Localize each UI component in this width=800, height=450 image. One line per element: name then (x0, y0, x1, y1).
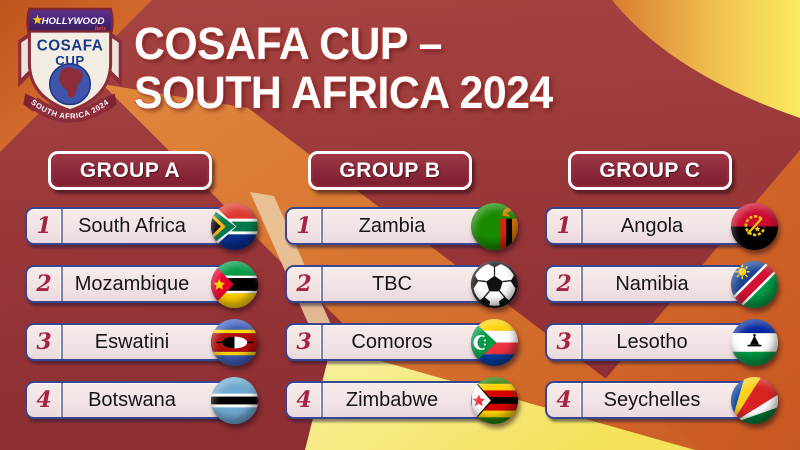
sponsor-suffix: bets (95, 26, 106, 32)
africa-map-icon (58, 66, 84, 99)
page-title: COSAFA CUP – SOUTH AFRICA 2024 (134, 19, 553, 117)
team-row-lesotho: 3 Lesotho (545, 319, 778, 366)
team-row-eswatini: 3 Eswatini (25, 319, 258, 366)
team-row-comoros: 3 Comoros (285, 319, 518, 366)
title-line-2: SOUTH AFRICA 2024 (134, 67, 553, 118)
team-position: 1 (547, 209, 583, 243)
team-row-namibia: 2 Namibia (545, 261, 778, 308)
team-row-south-africa: 1 South Africa (25, 203, 258, 250)
team-name: Zimbabwe (345, 388, 439, 411)
group-b-column: GROUP B 1 Zambia 2 TBC (285, 0, 518, 450)
flag-eswatini-icon (211, 319, 258, 366)
team-row-mozambique: 2 Mozambique (25, 261, 258, 308)
flag-namibia-icon (731, 261, 778, 308)
team-position: 1 (287, 209, 323, 243)
flag-seychelles-icon (731, 377, 778, 424)
team-position: 2 (547, 267, 583, 301)
team-name: Lesotho (616, 330, 688, 353)
team-row-zambia: 1 Zambia (285, 203, 518, 250)
team-row-tbc: 2 TBC (285, 261, 518, 308)
group-c-header: GROUP C (568, 151, 732, 190)
flag-botswana-icon (211, 377, 258, 424)
flag-south-africa-icon (211, 203, 258, 250)
team-position: 4 (27, 383, 63, 417)
flag-lesotho-icon (731, 319, 778, 366)
sponsor-banner (26, 7, 114, 33)
flag-mozambique-icon (211, 261, 258, 308)
team-name: Eswatini (94, 330, 170, 353)
cosafa-cup-logo: HOLLYWOOD bets COSAFA CUP SOUTH AFRICA 2… (13, 4, 127, 138)
title-line-1: COSAFA CUP – (134, 18, 442, 69)
team-position: 2 (27, 267, 63, 301)
logo-name-line1: COSAFA (37, 38, 103, 55)
team-position: 1 (27, 209, 63, 243)
logo-name-line2: CUP (55, 53, 84, 68)
team-row-zimbabwe: 4 Zimbabwe (285, 377, 518, 424)
flag-angola-icon (731, 203, 778, 250)
sponsor-name: HOLLYWOOD (42, 16, 105, 27)
group-a-column: GROUP A 1 South Africa 2 Mozambique (25, 0, 258, 450)
team-position: 2 (287, 267, 323, 301)
team-row-angola: 1 Angola (545, 203, 778, 250)
flag-zimbabwe-icon (471, 377, 518, 424)
team-name: Comoros (351, 330, 433, 353)
team-row-seychelles: 4 Seychelles (545, 377, 778, 424)
soccer-ball-icon (471, 261, 518, 308)
team-position: 3 (27, 325, 63, 359)
team-position: 3 (287, 325, 323, 359)
team-name: Zambia (358, 214, 426, 237)
team-name: Seychelles (603, 388, 701, 411)
team-name: Namibia (615, 272, 689, 295)
team-position: 3 (547, 325, 583, 359)
team-position: 4 (287, 383, 323, 417)
team-name: South Africa (78, 214, 186, 237)
flag-zambia-icon (471, 203, 518, 250)
team-name: Botswana (88, 388, 176, 411)
team-name: Angola (620, 214, 684, 237)
team-row-botswana: 4 Botswana (25, 377, 258, 424)
group-b-header: GROUP B (308, 151, 472, 190)
team-position: 4 (547, 383, 583, 417)
team-name: Mozambique (74, 272, 190, 295)
flag-comoros-icon (471, 319, 518, 366)
team-name: TBC (372, 272, 412, 295)
sponsor-star-icon (32, 14, 43, 25)
group-c-column: GROUP C 1 Angola 2 Namibia (545, 0, 778, 450)
group-a-header: GROUP A (48, 151, 212, 190)
